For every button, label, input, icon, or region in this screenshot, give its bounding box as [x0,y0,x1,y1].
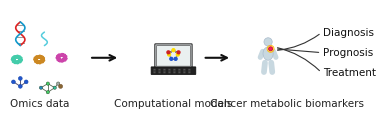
FancyBboxPatch shape [173,70,175,72]
Circle shape [46,82,50,85]
FancyArrowPatch shape [274,51,276,57]
FancyBboxPatch shape [168,70,170,72]
Text: Computational models: Computational models [114,99,232,109]
Text: Omics data: Omics data [9,99,69,109]
Circle shape [19,77,22,80]
Circle shape [177,51,180,54]
FancyBboxPatch shape [178,72,181,73]
FancyArrowPatch shape [260,51,263,57]
FancyBboxPatch shape [153,69,156,70]
Circle shape [19,84,22,88]
Circle shape [168,53,170,56]
FancyBboxPatch shape [178,70,181,72]
Ellipse shape [263,47,273,60]
FancyArrowPatch shape [264,63,265,72]
FancyBboxPatch shape [155,44,192,68]
FancyBboxPatch shape [188,70,191,72]
Text: Cancer metabolic biomarkers: Cancer metabolic biomarkers [210,99,364,109]
FancyBboxPatch shape [188,69,191,70]
Text: Prognosis: Prognosis [323,48,373,58]
FancyBboxPatch shape [188,72,191,73]
Circle shape [177,53,179,56]
Circle shape [167,51,170,54]
FancyBboxPatch shape [158,69,161,70]
FancyBboxPatch shape [168,72,170,73]
Circle shape [170,57,173,60]
Text: Diagnosis: Diagnosis [323,28,374,38]
Circle shape [12,80,15,84]
Circle shape [39,86,43,89]
FancyBboxPatch shape [173,72,175,73]
Circle shape [264,38,272,46]
FancyBboxPatch shape [153,72,156,73]
FancyBboxPatch shape [163,69,166,70]
FancyBboxPatch shape [153,70,156,72]
FancyBboxPatch shape [163,72,166,73]
Circle shape [172,49,175,52]
FancyBboxPatch shape [156,46,191,66]
Circle shape [174,57,177,60]
FancyBboxPatch shape [178,69,181,70]
FancyBboxPatch shape [183,72,186,73]
Text: Treatment: Treatment [323,68,376,78]
FancyBboxPatch shape [183,70,186,72]
FancyBboxPatch shape [168,69,170,70]
Circle shape [53,86,56,89]
FancyBboxPatch shape [163,70,166,72]
FancyBboxPatch shape [158,70,161,72]
Circle shape [269,47,273,51]
FancyBboxPatch shape [151,67,196,74]
FancyArrowPatch shape [271,63,272,72]
FancyBboxPatch shape [183,69,186,70]
Circle shape [57,82,60,85]
Circle shape [24,80,28,84]
Circle shape [267,45,274,52]
FancyBboxPatch shape [173,69,175,70]
FancyBboxPatch shape [158,72,161,73]
Circle shape [46,91,50,94]
Circle shape [59,84,63,88]
